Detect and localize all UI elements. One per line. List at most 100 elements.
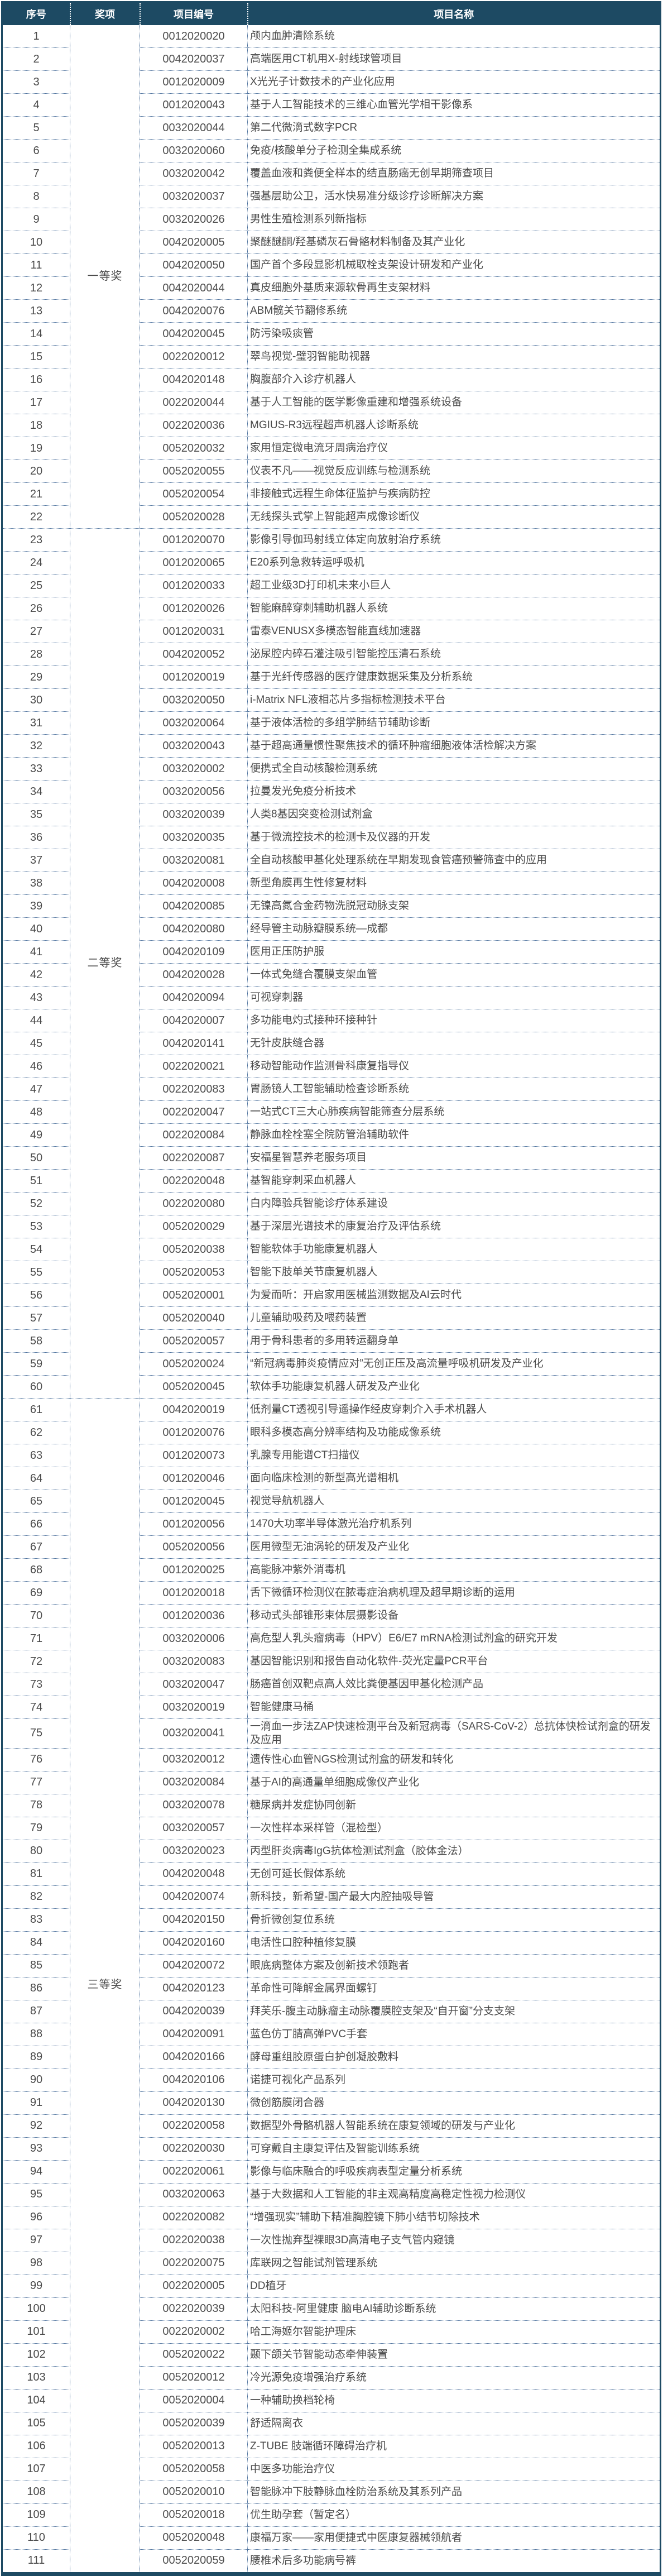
project-code-cell: 0042020091	[140, 2023, 248, 2046]
project-name-cell: 基于人工智能的医学影像重建和增强系统设备	[247, 391, 661, 414]
table-row: 27 0012020031 雷泰VENUSX多模态智能直线加速器	[2, 620, 661, 643]
project-code-cell: 0022020080	[140, 1192, 248, 1215]
project-name-cell: 糖尿病并发症协同创新	[247, 1794, 661, 1817]
project-code-cell: 0022020083	[140, 1078, 248, 1101]
row-index-cell: 70	[2, 1604, 70, 1627]
project-name-cell: 电活性口腔种植修复膜	[247, 1931, 661, 1955]
project-code-cell: 0042020037	[140, 47, 248, 71]
project-code-cell: 0052020004	[140, 2389, 248, 2412]
row-index-cell: 100	[2, 2297, 70, 2321]
project-code-cell: 0052020013	[140, 2435, 248, 2458]
row-index-cell: 49	[2, 1123, 70, 1147]
project-name-cell: 覆盖血液和粪便全样本的结直肠癌无创早期筛查项目	[247, 162, 661, 185]
project-name-cell: 胸腹部介入诊疗机器人	[247, 368, 661, 391]
project-code-cell: 0042020080	[140, 917, 248, 941]
row-index-cell: 81	[2, 1862, 70, 1886]
project-name-cell: 防污染吸痰管	[247, 322, 661, 346]
row-index-cell: 103	[2, 2366, 70, 2390]
table-row: 66 0012020056 1470大功率半导体激光治疗机系列	[2, 1512, 661, 1536]
project-code-cell: 0022020087	[140, 1146, 248, 1170]
row-index-cell: 74	[2, 1696, 70, 1719]
project-name-cell: 基于液体活检的多组学肺结节辅助诊断	[247, 711, 661, 735]
table-row: 91 0042020130 微创筋膜闭合器	[2, 2091, 661, 2115]
table-row: 20 0052020055 仪表不凡——视觉反应训练与检测系统	[2, 459, 661, 483]
project-name-cell: 基于大数据和人工智能的非主观高精度高稳定性视力检测仪	[247, 2183, 661, 2206]
project-code-cell: 0042020052	[140, 643, 248, 666]
row-index-cell: 31	[2, 711, 70, 735]
project-code-cell: 0012020046	[140, 1467, 248, 1490]
table-row: 31 0032020064 基于液体活检的多组学肺结节辅助诊断	[2, 711, 661, 735]
row-index-cell: 101	[2, 2320, 70, 2344]
table-row: 68 0012020025 高能脉冲紫外消毒机	[2, 1558, 661, 1582]
project-code-cell: 0032020039	[140, 803, 248, 826]
project-name-cell: 免疫/核酸单分子检测全集成系统	[247, 139, 661, 162]
table-row: 96 0022020082 “增强现实”辅助下精准胸腔镜下肺小结节切除技术	[2, 2206, 661, 2229]
table-row: 83 0042020150 骨折微创复位系统	[2, 1908, 661, 1932]
table-row: 18 0022020036 MGIUS-R3远程超声机器人诊断系统	[2, 414, 661, 437]
row-index-cell: 59	[2, 1352, 70, 1376]
project-name-cell: 基智能穿刺采血机器人	[247, 1169, 661, 1193]
project-name-cell: 仪表不凡——视觉反应训练与检测系统	[247, 459, 661, 483]
table-row: 54 0052020038 智能软体手功能康复机器人	[2, 1238, 661, 1261]
project-code-cell: 0052020018	[140, 2503, 248, 2527]
row-index-cell: 21	[2, 482, 70, 506]
table-row: 99 0022020005 DD植牙	[2, 2275, 661, 2298]
table-row: 35 0032020039 人类8基因突变检测试剂盒	[2, 803, 661, 826]
project-code-cell: 0052020058	[140, 2458, 248, 2481]
table-body: 1 一等奖 0012020020 颅内血肿清除系统 2 0042020037 高端医用CT机…	[2, 25, 661, 2574]
row-index-cell: 33	[2, 757, 70, 781]
table-row: 44 0042020007 多功能电灼式接种环接种针	[2, 1009, 661, 1032]
project-code-cell: 0042020166	[140, 2046, 248, 2069]
project-code-cell: 0032020026	[140, 208, 248, 231]
row-index-cell: 76	[2, 1748, 70, 1771]
project-name-cell: 智能麻醉穿刺辅助机器人系统	[247, 597, 661, 620]
table-row: 55 0052020053 智能下肢单关节康复机器人	[2, 1261, 661, 1284]
table-row: 53 0052020029 基于深层光谱技术的康复治疗及评估系统	[2, 1215, 661, 1238]
project-name-cell: 人类8基因突变检测试剂盒	[247, 803, 661, 826]
row-index-cell: 78	[2, 1794, 70, 1817]
row-index-cell: 61	[2, 1398, 70, 1421]
project-name-cell: 无创可延长假体系统	[247, 1862, 661, 1886]
project-code-cell: 0042020044	[140, 276, 248, 300]
table-row: 90 0042020106 诺捷可视化产品系列	[2, 2069, 661, 2092]
project-name-cell: 移动式头部锥形束体层摄影设备	[247, 1604, 661, 1627]
row-index-cell: 94	[2, 2160, 70, 2184]
row-index-cell: 11	[2, 253, 70, 277]
project-code-cell: 0042020130	[140, 2091, 248, 2115]
project-name-cell: 一种辅助换档轮椅	[247, 2389, 661, 2412]
table-row: 58 0052020057 用于骨科患者的多用转运翻身单	[2, 1329, 661, 1353]
table-row: 85 0042020072 眼底病整体方案及创新技术领跑者	[2, 1954, 661, 1978]
project-name-cell: 儿童辅助吸药及喂药装置	[247, 1306, 661, 1330]
table-row: 92 0022020058 数据型外骨骼机器人智能系统在康复领域的研发与产业化	[2, 2114, 661, 2138]
project-code-cell: 0022020058	[140, 2114, 248, 2138]
project-code-cell: 0012020045	[140, 1490, 248, 1513]
table-row: 93 0022020030 可穿戴自主康复评估及智能训练系统	[2, 2137, 661, 2161]
project-code-cell: 0022020036	[140, 414, 248, 437]
project-code-cell: 0032020043	[140, 734, 248, 758]
project-code-cell: 0052020028	[140, 505, 248, 529]
project-name-cell: 中医多功能治疗仪	[247, 2458, 661, 2481]
table-row: 46 0022020021 移动智能动作监测骨科康复指导仪	[2, 1055, 661, 1078]
project-code-cell: 0022020021	[140, 1055, 248, 1078]
project-name-cell: ABM髋关节翻修系统	[247, 299, 661, 323]
project-code-cell: 0032020064	[140, 711, 248, 735]
row-index-cell: 9	[2, 208, 70, 231]
project-code-cell: 0042020148	[140, 368, 248, 391]
project-name-cell: 面向临床检测的新型高光谱相机	[247, 1467, 661, 1490]
row-index-cell: 46	[2, 1055, 70, 1078]
project-name-cell: 哈工海姬尔智能护理床	[247, 2320, 661, 2344]
project-name-cell: 视觉导航机器人	[247, 1490, 661, 1513]
row-index-cell: 22	[2, 505, 70, 529]
table-row: 36 0032020035 基于微流控技术的检测卡及仪器的开发	[2, 826, 661, 849]
project-name-cell: 颅内血肿清除系统	[247, 25, 661, 48]
project-code-cell: 0052020032	[140, 437, 248, 460]
row-index-cell: 96	[2, 2206, 70, 2229]
row-index-cell: 52	[2, 1192, 70, 1215]
table-row: 33 0032020002 便携式全自动核酸检测系统	[2, 757, 661, 781]
project-code-cell: 0022020047	[140, 1100, 248, 1124]
project-name-cell: 真皮细胞外基质来源软骨再生支架材料	[247, 276, 661, 300]
award-group-cell: 三等奖	[70, 1398, 140, 2574]
row-index-cell: 68	[2, 1558, 70, 1582]
row-index-cell: 10	[2, 231, 70, 254]
